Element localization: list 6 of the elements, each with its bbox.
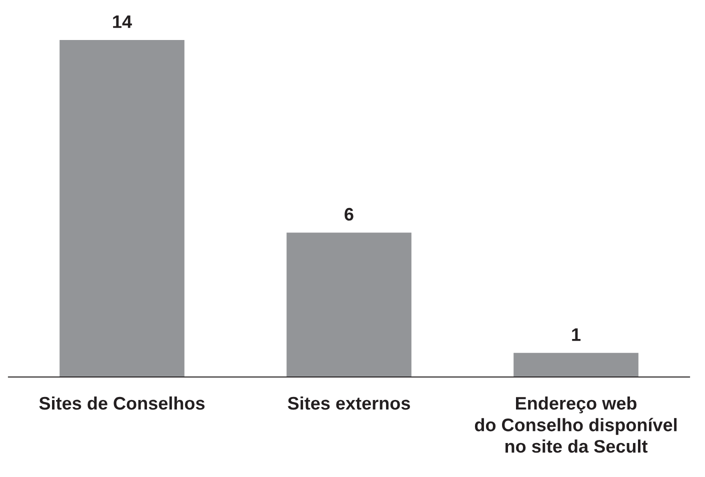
data-label: 6: [344, 208, 354, 221]
x-tick-label: Sites externos: [288, 396, 410, 410]
x-tick-label: Endereço web do Conselho disponível no site da Secult: [474, 396, 677, 453]
x-tick-label: Sites de Conselhos: [39, 396, 205, 410]
data-label: 14: [113, 16, 132, 28]
data-label: 1: [572, 328, 581, 341]
